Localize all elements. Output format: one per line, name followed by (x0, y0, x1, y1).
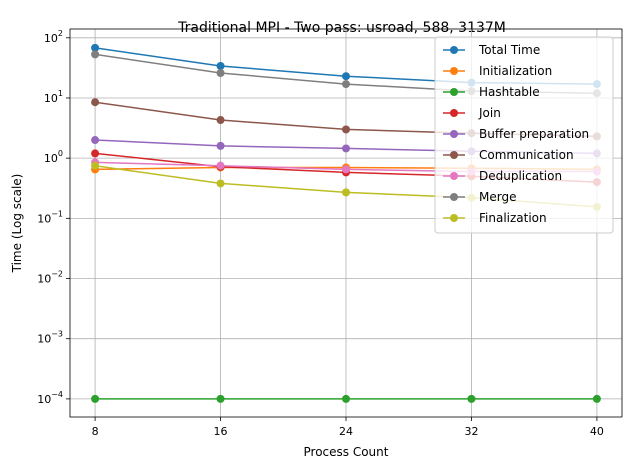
legend-item-finalization: Finalization (443, 211, 547, 225)
x-tick-label: 40 (590, 425, 604, 438)
legend-swatch-marker (450, 130, 458, 138)
data-point-buffer-preparation (216, 141, 225, 150)
legend-item-hashtable: Hashtable (443, 85, 540, 99)
y-tick-label: 100 (44, 149, 63, 165)
legend-label: Finalization (479, 211, 547, 225)
legend-item-merge: Merge (443, 190, 516, 204)
x-axis-label: Process Count (304, 445, 389, 459)
legend-label: Buffer preparation (479, 127, 589, 141)
data-point-finalization (91, 161, 100, 170)
legend-item-communication: Communication (443, 148, 574, 162)
chart-title: Traditional MPI - Two pass: usroad, 588,… (177, 20, 506, 36)
legend-swatch-marker (450, 214, 458, 222)
data-point-join (91, 149, 100, 158)
data-point-deduplication (216, 161, 225, 170)
series-hashtable (91, 394, 601, 403)
y-tick-label: 101 (44, 89, 63, 105)
data-point-total-time (342, 72, 350, 81)
legend-swatch-marker (450, 88, 458, 96)
x-tick-label: 8 (92, 425, 99, 438)
legend-item-join: Join (443, 106, 501, 120)
data-point-hashtable (342, 394, 350, 403)
legend-item-total-time: Total Time (443, 43, 540, 57)
legend: Total Time Initialization Hashtable Join Buf… (434, 36, 614, 234)
x-tick-label: 24 (339, 425, 353, 438)
legend-swatch-marker (450, 151, 458, 159)
y-tick-label: 10−2 (37, 270, 63, 286)
data-point-total-time (91, 43, 100, 52)
legend-swatch-marker (450, 193, 458, 201)
data-point-merge (342, 80, 350, 89)
y-axis-ticks: 10−4 10−3 10−2 10−1 100 101 102 (37, 29, 70, 406)
data-point-communication (91, 98, 100, 107)
legend-label: Join (478, 106, 501, 120)
legend-item-buffer-preparation: Buffer preparation (443, 127, 589, 141)
data-point-deduplication (342, 165, 350, 174)
legend-item-initialization: Initialization (443, 64, 552, 78)
legend-label: Merge (479, 190, 516, 204)
data-point-hashtable (91, 394, 100, 403)
y-axis-label: Time (Log scale) (10, 174, 24, 274)
x-axis-ticks: 8 16 24 32 40 (92, 417, 604, 438)
legend-item-deduplication: Deduplication (443, 169, 562, 183)
data-point-total-time (216, 61, 225, 70)
x-tick-label: 16 (214, 425, 228, 438)
data-point-hashtable (467, 394, 476, 403)
legend-label: Initialization (479, 64, 552, 78)
data-point-finalization (342, 188, 350, 197)
legend-swatch-marker (450, 46, 458, 54)
y-tick-label: 102 (44, 29, 63, 45)
y-tick-label: 10−4 (37, 390, 63, 406)
legend-label: Deduplication (479, 169, 562, 183)
legend-swatch-marker (450, 109, 458, 117)
data-point-buffer-preparation (342, 144, 350, 153)
data-point-communication (342, 125, 350, 134)
data-point-hashtable (216, 394, 225, 403)
data-point-merge (91, 50, 100, 59)
legend-label: Total Time (478, 43, 540, 57)
data-point-merge (216, 69, 225, 78)
legend-swatch-marker (450, 172, 458, 180)
legend-label: Hashtable (479, 85, 540, 99)
data-point-communication (216, 116, 225, 125)
y-tick-label: 10−3 (37, 330, 63, 346)
data-point-buffer-preparation (91, 136, 100, 145)
legend-swatch-marker (450, 67, 458, 75)
legend-box (434, 36, 614, 234)
x-tick-label: 32 (464, 425, 478, 438)
y-tick-label: 10−1 (37, 209, 63, 225)
legend-label: Communication (479, 148, 574, 162)
data-point-hashtable (592, 394, 601, 403)
data-point-finalization (216, 179, 225, 188)
